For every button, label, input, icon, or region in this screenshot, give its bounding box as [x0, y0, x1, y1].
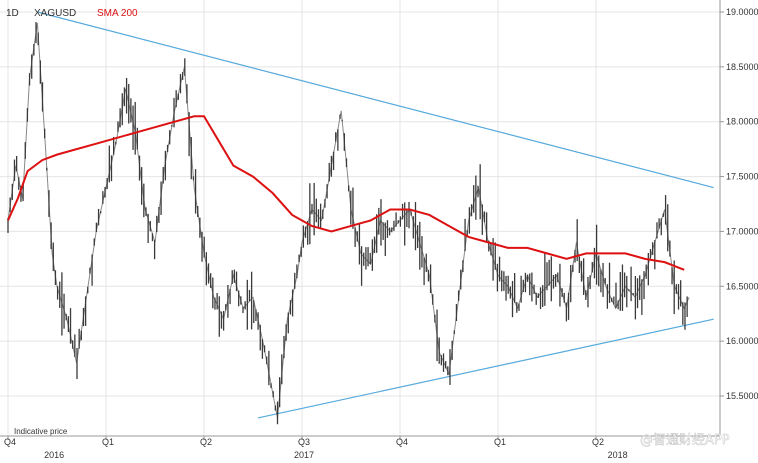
indicative-price-note: Indicative price — [14, 427, 68, 436]
y-tick-label: 17.5000 — [726, 172, 758, 182]
price-series — [7, 22, 690, 425]
watermark: @智通财经APP — [640, 433, 730, 448]
indicator-label[interactable]: SMA 200 — [97, 8, 138, 19]
trendline — [257, 318, 714, 419]
y-tick-label: 15.5000 — [726, 391, 758, 401]
trendline — [37, 11, 714, 189]
y-tick-label: 19.0000 — [726, 7, 758, 17]
y-tick-label: 18.0000 — [726, 117, 758, 127]
y-tick-label: 16.0000 — [726, 336, 758, 346]
x-quarter-label: Q4 — [396, 437, 408, 447]
x-quarter-label: Q1 — [494, 437, 506, 447]
symbol-label[interactable]: XAGUSD — [34, 8, 76, 19]
x-year-label: 2016 — [44, 450, 64, 460]
y-tick-label: 18.5000 — [726, 62, 758, 72]
sma-line — [7, 115, 685, 271]
x-axis: Q4 Q1 Q2 Q3 Q4 Q1 Q2 2016 2017 2018 — [0, 435, 720, 460]
x-quarter-label: Q2 — [592, 437, 604, 447]
trendlines — [37, 11, 714, 419]
x-quarter-label: Q2 — [200, 437, 212, 447]
x-quarter-label: Q4 — [4, 437, 16, 447]
y-axis: 19.0000 18.5000 18.0000 17.5000 17.0000 16.50… — [719, 0, 758, 436]
price-line — [7, 22, 690, 419]
sma-series — [7, 115, 685, 271]
plot-area — [0, 0, 720, 436]
x-quarter-label: Q3 — [298, 437, 310, 447]
interval-label[interactable]: 1D — [6, 8, 19, 19]
x-quarter-label: Q1 — [102, 437, 114, 447]
y-tick-label: 17.0000 — [726, 226, 758, 236]
y-tick-label: 16.5000 — [726, 281, 758, 291]
x-year-label: 2017 — [294, 450, 314, 460]
x-year-label: 2018 — [608, 450, 628, 460]
